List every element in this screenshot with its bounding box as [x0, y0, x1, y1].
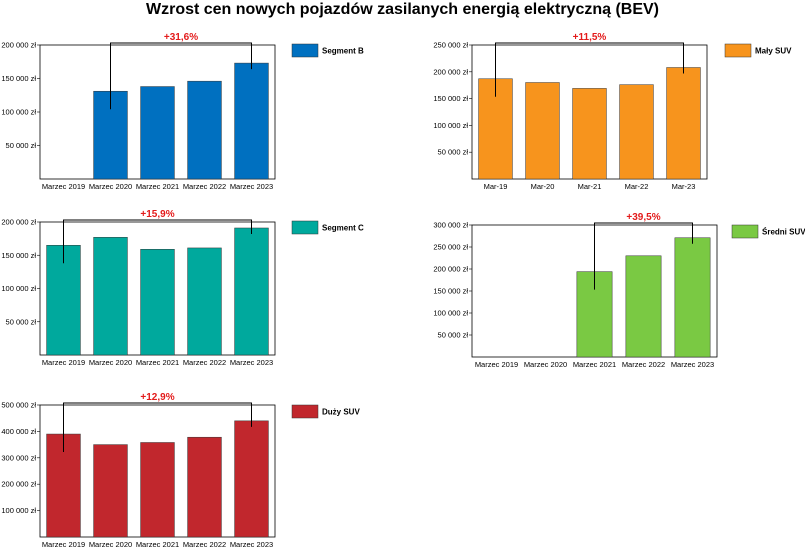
x-tick-label: Marzec 2020 — [89, 358, 132, 367]
chart-segment-c: 50 000 zł 100 000 zł 150 000 zł 200 000 zł M… — [1, 209, 364, 367]
y-tick-label: 300 000 zł — [1, 453, 36, 462]
x-tick-label: Marzec 2021 — [136, 540, 179, 549]
legend-swatch — [731, 224, 759, 239]
bar-maly-suv-1 — [525, 82, 560, 180]
legend-label: Średni SUV — [762, 228, 805, 237]
bar-sredni-suv-4 — [674, 237, 711, 358]
legend-swatch — [291, 43, 319, 58]
growth-label: +39,5% — [626, 212, 660, 223]
y-tick-label: 200 000 zł — [1, 218, 36, 227]
bar-segment-b-3 — [187, 80, 222, 180]
y-tick-label: 100 000 zł — [433, 309, 468, 318]
bar-duzy-suv-2 — [140, 442, 175, 538]
x-tick-label: Marzec 2022 — [183, 358, 226, 367]
y-tick-label: 200 000 zł — [433, 265, 468, 274]
x-tick-label: Marzec 2019 — [475, 360, 518, 369]
x-tick-label: Marzec 2020 — [524, 360, 567, 369]
growth-label: +15,9% — [140, 209, 174, 220]
x-tick-label: Marzec 2021 — [136, 358, 179, 367]
chart-segment-b: 50 000 zł 100 000 zł 150 000 zł 200 000 zł M… — [1, 32, 364, 191]
y-tick-label: 250 000 zł — [433, 243, 468, 252]
x-tick-label: Mar-23 — [672, 182, 696, 191]
growth-label: +31,6% — [164, 32, 198, 43]
growth-label: +12,9% — [140, 392, 174, 403]
legend-swatch — [291, 404, 319, 419]
legend-swatch — [724, 43, 752, 58]
chart-maly-suv: 50 000 zł 100 000 zł 150 000 zł 200 000 zł 2… — [433, 32, 792, 191]
growth-bracket — [110, 42, 252, 110]
x-tick-label: Mar-22 — [625, 182, 649, 191]
bar-duzy-suv-1 — [93, 444, 128, 538]
legend-label: Duży SUV — [322, 408, 360, 417]
x-tick-label: Marzec 2022 — [622, 360, 665, 369]
bar-segment-b-2 — [140, 86, 175, 180]
x-tick-label: Marzec 2022 — [183, 540, 226, 549]
bar-sredni-suv-3 — [625, 255, 662, 358]
bar-maly-suv-3 — [619, 84, 654, 180]
y-tick-label: 150 000 zł — [433, 94, 468, 103]
legend-label: Segment C — [322, 224, 364, 233]
bar-maly-suv-2 — [572, 88, 607, 180]
x-tick-label: Marzec 2019 — [42, 358, 85, 367]
growth-bracket — [594, 222, 693, 290]
y-tick-label: 50 000 zł — [438, 331, 469, 340]
x-tick-label: Marzec 2020 — [89, 182, 132, 191]
y-tick-label: 300 000 zł — [433, 221, 468, 230]
bar-segment-b-4 — [234, 62, 269, 180]
x-tick-label: Mar-20 — [531, 182, 555, 191]
legend-label: Segment B — [322, 47, 364, 56]
legend-swatch — [291, 220, 319, 235]
bar-segment-c-2 — [140, 249, 175, 356]
x-tick-label: Marzec 2023 — [671, 360, 714, 369]
y-tick-label: 100 000 zł — [1, 284, 36, 293]
y-tick-label: 150 000 zł — [433, 287, 468, 296]
x-tick-label: Marzec 2023 — [230, 182, 273, 191]
y-tick-label: 150 000 zł — [1, 74, 36, 83]
bar-segment-c-1 — [93, 237, 128, 356]
legend-label: Mały SUV — [755, 47, 792, 56]
x-tick-label: Mar-19 — [484, 182, 508, 191]
y-tick-label: 50 000 zł — [6, 141, 37, 150]
x-tick-label: Marzec 2021 — [573, 360, 616, 369]
growth-label: +11,5% — [573, 32, 607, 43]
growth-bracket — [495, 42, 684, 97]
y-tick-label: 100 000 zł — [1, 108, 36, 117]
bar-maly-suv-4 — [666, 67, 701, 180]
y-tick-label: 100 000 zł — [1, 506, 36, 515]
chart-duzy-suv: 100 000 zł 200 000 zł 300 000 zł 400 000 zł… — [1, 392, 360, 549]
growth-bracket — [63, 402, 252, 453]
y-tick-label: 50 000 zł — [6, 317, 37, 326]
bar-duzy-suv-4 — [234, 420, 269, 538]
y-tick-label: 500 000 zł — [1, 401, 36, 410]
y-tick-label: 250 000 zł — [433, 41, 468, 50]
x-tick-label: Marzec 2019 — [42, 540, 85, 549]
y-tick-label: 400 000 zł — [1, 427, 36, 436]
y-tick-label: 200 000 zł — [433, 67, 468, 76]
growth-bracket — [63, 219, 252, 264]
y-tick-label: 200 000 zł — [1, 480, 36, 489]
chart-sredni-suv: 50 000 zł 100 000 zł 150 000 zł 200 000 zł 2… — [433, 212, 805, 369]
x-tick-label: Mar-21 — [578, 182, 602, 191]
x-tick-label: Marzec 2019 — [42, 182, 85, 191]
x-tick-label: Marzec 2023 — [230, 358, 273, 367]
y-tick-label: 200 000 zł — [1, 41, 36, 50]
main-title: Wzrost cen nowych pojazdów zasilanych en… — [145, 1, 660, 18]
bar-segment-c-4 — [234, 227, 269, 356]
bar-segment-c-0 — [46, 245, 81, 356]
y-tick-label: 150 000 zł — [1, 251, 36, 260]
bar-duzy-suv-3 — [187, 436, 222, 538]
y-tick-label: 50 000 zł — [438, 148, 469, 157]
x-tick-label: Marzec 2020 — [89, 540, 132, 549]
y-tick-label: 100 000 zł — [433, 121, 468, 130]
x-tick-label: Marzec 2021 — [136, 182, 179, 191]
bar-segment-c-3 — [187, 247, 222, 356]
x-tick-label: Marzec 2023 — [230, 540, 273, 549]
x-tick-label: Marzec 2022 — [183, 182, 226, 191]
